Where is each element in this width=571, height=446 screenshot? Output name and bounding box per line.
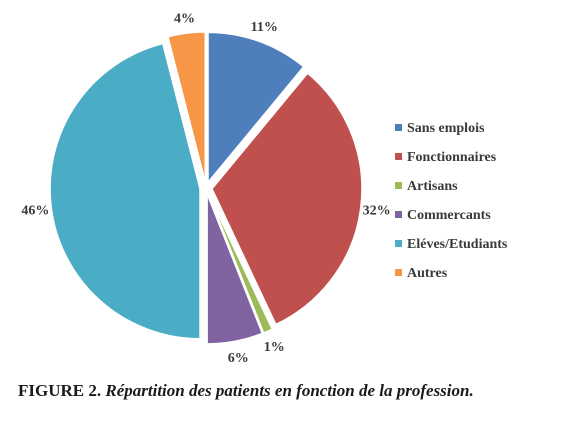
pie-slice-sans-emplois — [207, 31, 305, 185]
legend-swatch-sans-emplois — [395, 124, 402, 131]
caption-label: FIGURE 2. — [18, 381, 102, 400]
caption-text: Répartition des patients en fonction de … — [105, 381, 474, 400]
pie-label-eleves-etudiants: 46% — [21, 204, 49, 219]
legend-label-fonctionnaires: Fonctionnaires — [407, 150, 497, 165]
pie-slice-commercants — [206, 193, 264, 345]
pie-label-commercants: 6% — [228, 351, 249, 366]
chart-legend: Sans emplois Fonctionnaires Artisans Commer… — [395, 121, 508, 281]
legend-label-autres: Autres — [407, 266, 448, 281]
pie-slice-artisans — [207, 193, 274, 334]
legend-swatch-autres — [395, 269, 402, 276]
pie-slice-fonctionnaires — [211, 72, 363, 326]
pie-chart: 11% 32% 1% 6% 46% 4% Sans emplois Fonctionnair… — [21, 11, 508, 366]
legend-swatch-eleves-etudiants — [395, 240, 402, 247]
legend-label-eleves-etudiants: Eléves/Etudiants — [407, 237, 508, 252]
pie-slice-eleves-etudiants — [49, 42, 201, 340]
figure-caption: FIGURE 2. Répartition des patients en fo… — [18, 378, 530, 403]
legend-swatch-commercants — [395, 211, 402, 218]
pie-percent-labels: 11% 32% 1% 6% 46% 4% — [21, 11, 390, 366]
legend-swatch-fonctionnaires — [395, 153, 402, 160]
legend-swatch-artisans — [395, 182, 402, 189]
pie-label-autres: 4% — [174, 11, 195, 26]
legend-label-commercants: Commercants — [407, 208, 491, 223]
legend-label-artisans: Artisans — [407, 179, 458, 194]
legend-label-sans-emplois: Sans emplois — [407, 121, 485, 136]
pie-slices — [49, 31, 363, 345]
pie-chart-svg: 11% 32% 1% 6% 46% 4% Sans emplois Fonctionnair… — [21, 11, 508, 366]
pie-label-artisans: 1% — [264, 340, 285, 355]
pie-label-fonctionnaires: 32% — [363, 204, 391, 219]
pie-label-sans-emplois: 11% — [251, 20, 278, 35]
pie-slice-autres — [167, 31, 206, 183]
